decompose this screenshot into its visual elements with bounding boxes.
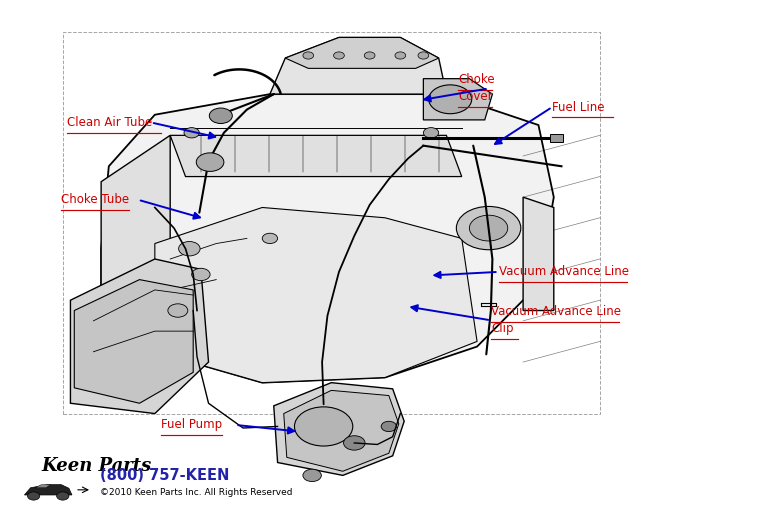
Circle shape bbox=[364, 52, 375, 59]
Text: Clean Air Tube: Clean Air Tube bbox=[66, 116, 152, 129]
Polygon shape bbox=[101, 135, 170, 300]
Polygon shape bbox=[274, 383, 404, 476]
Polygon shape bbox=[74, 280, 193, 403]
Text: Cover: Cover bbox=[458, 90, 493, 103]
Text: Fuel Pump: Fuel Pump bbox=[161, 419, 222, 431]
Polygon shape bbox=[270, 37, 447, 94]
Circle shape bbox=[28, 492, 40, 500]
Circle shape bbox=[429, 85, 472, 114]
Polygon shape bbox=[170, 135, 462, 177]
Circle shape bbox=[196, 153, 224, 171]
Circle shape bbox=[294, 407, 353, 446]
Circle shape bbox=[381, 421, 397, 431]
Polygon shape bbox=[285, 37, 439, 68]
Circle shape bbox=[192, 268, 210, 281]
Circle shape bbox=[333, 52, 344, 59]
Circle shape bbox=[424, 127, 439, 138]
Text: (800) 757-KEEN: (800) 757-KEEN bbox=[99, 468, 229, 482]
Circle shape bbox=[263, 233, 278, 243]
Circle shape bbox=[168, 304, 188, 317]
Circle shape bbox=[303, 469, 321, 482]
Circle shape bbox=[209, 108, 233, 123]
Circle shape bbox=[343, 436, 365, 450]
Polygon shape bbox=[550, 134, 563, 141]
Polygon shape bbox=[424, 79, 492, 120]
Text: Vacuum Advance Line: Vacuum Advance Line bbox=[498, 265, 628, 278]
Polygon shape bbox=[101, 94, 554, 383]
Circle shape bbox=[57, 492, 69, 500]
Text: Clip: Clip bbox=[491, 322, 514, 335]
Text: ©2010 Keen Parts Inc. All Rights Reserved: ©2010 Keen Parts Inc. All Rights Reserve… bbox=[99, 488, 292, 497]
Circle shape bbox=[470, 215, 507, 241]
Polygon shape bbox=[283, 391, 399, 471]
Polygon shape bbox=[155, 208, 477, 383]
Circle shape bbox=[179, 241, 200, 256]
Circle shape bbox=[418, 52, 429, 59]
Text: Vacuum Advance Line: Vacuum Advance Line bbox=[491, 305, 621, 318]
Text: Fuel Line: Fuel Line bbox=[552, 100, 604, 113]
Polygon shape bbox=[35, 485, 51, 488]
Circle shape bbox=[457, 207, 521, 250]
Polygon shape bbox=[70, 259, 209, 413]
Text: Choke: Choke bbox=[458, 73, 494, 86]
Text: Choke Tube: Choke Tube bbox=[62, 193, 129, 206]
Circle shape bbox=[395, 52, 406, 59]
Circle shape bbox=[303, 52, 313, 59]
Circle shape bbox=[184, 127, 199, 138]
Polygon shape bbox=[25, 485, 72, 495]
Text: Keen Parts: Keen Parts bbox=[42, 457, 152, 476]
Polygon shape bbox=[523, 197, 554, 310]
